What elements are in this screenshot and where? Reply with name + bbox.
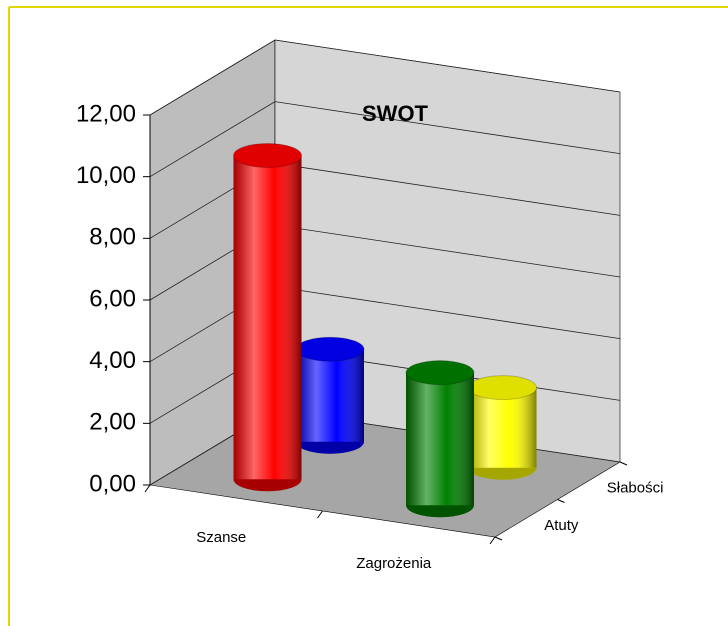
x-tick-label: Szanse: [196, 529, 246, 546]
y-tick-label: 10,00: [76, 162, 136, 189]
cylinder: [405, 360, 475, 518]
cylinder-top-shade: [405, 360, 475, 386]
cylinder-top-shade: [295, 336, 365, 362]
cylinder-top: [296, 337, 364, 362]
x-tick: [317, 510, 323, 519]
y-tick-label: 2,00: [89, 409, 136, 436]
cylinder-shade: [233, 155, 302, 480]
cylinder: [233, 143, 302, 492]
grid-line: [149, 39, 621, 116]
y-tick-label: 6,00: [89, 285, 136, 312]
depth-tick: [557, 499, 565, 503]
y-tick-label: 0,00: [89, 470, 136, 497]
cylinder-top: [406, 360, 474, 385]
legend-label: Słabości: [607, 480, 664, 497]
chart-title: SWOT: [362, 101, 429, 126]
y-tick-label: 8,00: [89, 224, 136, 251]
cylinder-shade: [406, 372, 474, 506]
cylinder-shade: [468, 387, 537, 468]
cylinder-top-shade: [233, 143, 302, 168]
cylinder-top-shade: [468, 375, 537, 401]
grid-line: [149, 101, 621, 178]
cylinder-top: [468, 375, 537, 400]
y-tick-label: 4,00: [89, 347, 136, 374]
x-tick-label: Zagrożenia: [356, 555, 432, 572]
cylinder: [468, 375, 537, 480]
cylinder: [295, 336, 365, 454]
cylinder-shade: [296, 349, 364, 442]
y-tick-label: 12,00: [76, 100, 136, 127]
x-tick: [144, 484, 151, 493]
x-tick: [489, 536, 496, 545]
cylinder-top: [233, 143, 302, 168]
depth-tick: [494, 536, 503, 541]
depth-tick: [619, 461, 628, 466]
legend-label: Atuty: [544, 517, 579, 534]
